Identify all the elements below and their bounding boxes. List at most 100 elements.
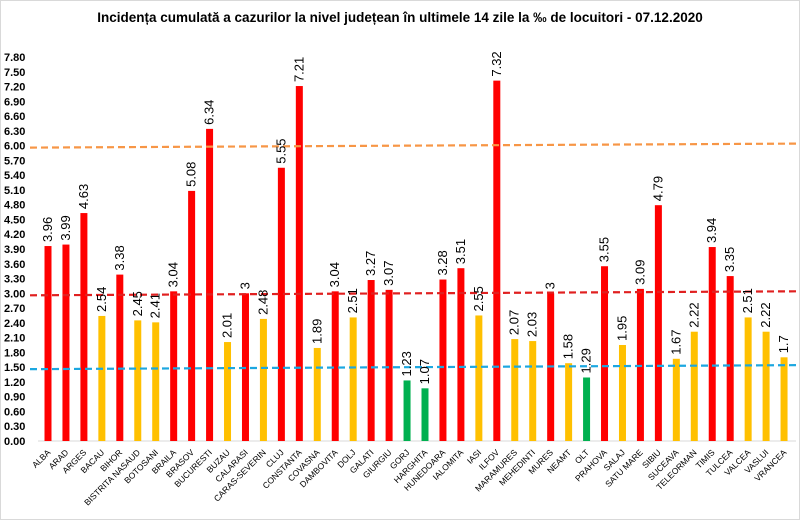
- y-tick-label: 4.80: [4, 200, 25, 212]
- reference-lines: [29, 142, 797, 371]
- y-tick-label: 3.00: [4, 288, 25, 300]
- bar-brasov: [188, 190, 196, 441]
- bar-bistrita-nasaud: [134, 320, 142, 441]
- data-label: 3.09: [632, 260, 647, 285]
- reference-line-6: [29, 142, 797, 149]
- bar-gorj: [403, 380, 411, 441]
- y-tick-label: 2.40: [4, 318, 25, 330]
- y-tick-label: 4.50: [4, 214, 25, 226]
- bar-timis: [708, 247, 716, 441]
- data-label: 3.96: [40, 217, 55, 242]
- data-label: 3.51: [453, 239, 468, 264]
- y-tick-label: 0.60: [4, 406, 25, 418]
- y-tick-label: 2.70: [4, 303, 25, 315]
- reference-line-1.5: [29, 364, 797, 371]
- data-label: 3.38: [112, 245, 127, 270]
- reference-line-3: [29, 290, 797, 297]
- bar-valcea: [744, 317, 752, 441]
- data-label: 3.99: [58, 215, 73, 240]
- data-label: 3: [543, 282, 558, 289]
- data-label: 3.04: [166, 262, 181, 287]
- bar-botosani: [152, 322, 160, 441]
- data-label: 6.34: [202, 100, 217, 125]
- data-label: 1.29: [579, 348, 594, 373]
- data-label: 2.22: [686, 302, 701, 327]
- data-label: 3.28: [435, 250, 450, 275]
- data-label: 1.07: [417, 359, 432, 384]
- data-label: 3.94: [704, 218, 719, 243]
- y-tick-label: 3.30: [4, 274, 25, 286]
- data-label: 2.07: [507, 310, 522, 335]
- bar-cluj: [277, 167, 285, 441]
- bar-vrancea: [780, 357, 788, 441]
- bar-vaslui: [762, 331, 770, 441]
- y-tick-label: 7.80: [4, 52, 25, 64]
- data-label: 1.89: [309, 319, 324, 344]
- bar-tulcea: [726, 276, 734, 441]
- bar-braila: [170, 291, 178, 441]
- bar-covasna: [313, 347, 321, 441]
- data-label: 7.21: [291, 57, 306, 82]
- bar-dambovita: [331, 291, 339, 441]
- bar-prahova: [601, 266, 609, 441]
- y-tick-label: 3.60: [4, 259, 25, 271]
- chart-title: Incidența cumulată a cazurilor la nivel …: [97, 10, 702, 25]
- y-tick-label: 5.40: [4, 170, 25, 182]
- data-label: 5.55: [273, 138, 288, 163]
- data-label: 2.51: [345, 288, 360, 313]
- data-label: 3.27: [363, 251, 378, 276]
- bar-alba: [44, 246, 52, 441]
- data-labels: 3.96 3.994.632.543.382.45 2.413.045.086.34…: [40, 51, 791, 384]
- data-label: 1.67: [668, 329, 683, 354]
- data-label: 5.08: [184, 162, 199, 187]
- data-label: 1.23: [399, 351, 414, 376]
- y-tick-label: 7.50: [4, 67, 25, 79]
- y-tick-label: 6.60: [4, 111, 25, 123]
- bar-bucuresti: [206, 128, 214, 441]
- y-tick-label: 0.00: [4, 436, 25, 448]
- y-tick-label: 1.50: [4, 362, 25, 374]
- data-label: 2.48: [255, 290, 270, 315]
- bar-constanta: [295, 86, 303, 442]
- bar-harghita: [421, 388, 429, 441]
- y-tick-label: 6.00: [4, 141, 25, 153]
- data-label: 2.22: [758, 302, 773, 327]
- data-label: 2.45: [130, 291, 145, 316]
- bar-sibiu: [654, 205, 662, 441]
- data-label: 3.04: [327, 262, 342, 287]
- bar-bacau: [98, 315, 106, 441]
- data-label: 1.95: [614, 316, 629, 341]
- bar-ialomita: [457, 268, 465, 441]
- y-tick-label: 2.10: [4, 333, 25, 345]
- data-label: 7.32: [489, 51, 504, 76]
- y-tick-label: 0.30: [4, 421, 25, 433]
- bar-arad: [62, 244, 70, 441]
- y-tick-label: 1.20: [4, 377, 25, 389]
- data-label: 3.35: [722, 247, 737, 272]
- bars: [44, 80, 788, 442]
- y-tick-label: 5.10: [4, 185, 25, 197]
- data-label: 2.51: [740, 288, 755, 313]
- bar-neamt: [565, 363, 573, 441]
- data-label: 4.63: [76, 184, 91, 209]
- y-tick-label: 6.90: [4, 96, 25, 108]
- bar-dolj: [349, 317, 357, 441]
- bar-teleorman: [690, 331, 698, 441]
- bar-galati: [367, 280, 375, 441]
- data-label: 3: [237, 282, 252, 289]
- y-tick-label: 5.70: [4, 155, 25, 167]
- bar-salaj: [618, 345, 626, 441]
- bar-maramures: [511, 339, 519, 441]
- data-label: 1.7: [776, 335, 791, 353]
- data-label: 3.07: [381, 261, 396, 286]
- bar-suceava: [672, 358, 680, 441]
- bar-arges: [80, 213, 88, 441]
- data-label: 4.79: [650, 176, 665, 201]
- data-label: 2.54: [94, 287, 109, 312]
- data-label: 2.03: [525, 312, 540, 337]
- y-tick-label: 7.20: [4, 82, 25, 94]
- bar-caras-severin: [259, 318, 267, 441]
- data-label: 1.58: [561, 334, 576, 359]
